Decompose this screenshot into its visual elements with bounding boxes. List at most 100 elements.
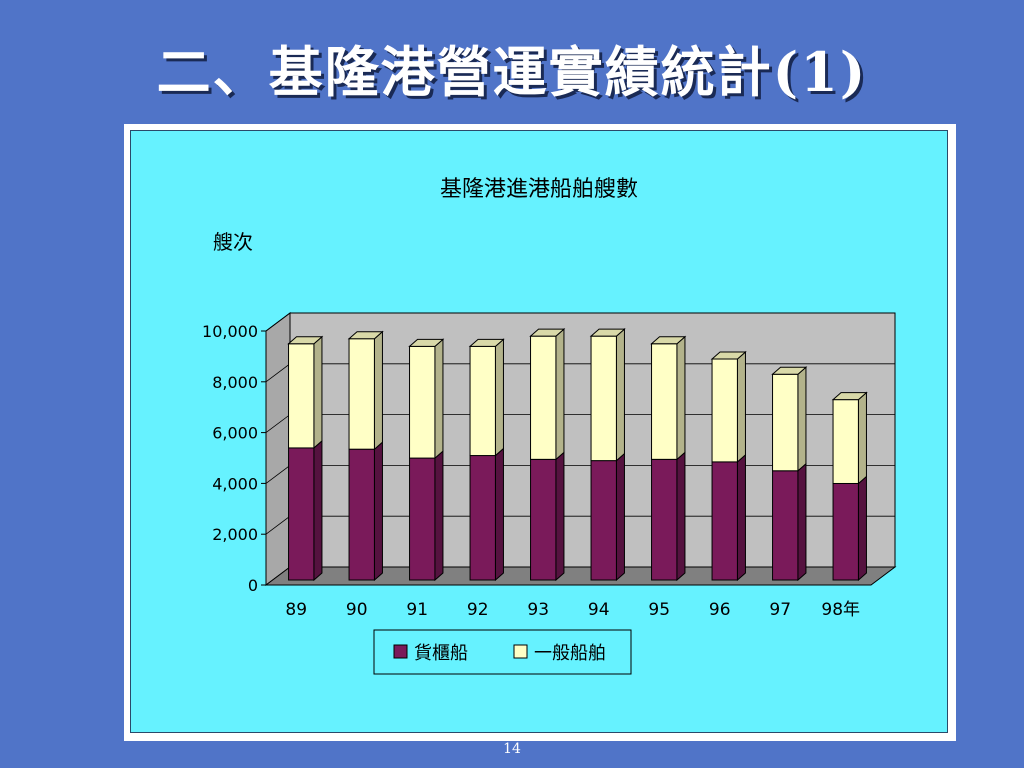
bar-segment xyxy=(469,447,504,582)
y-tick-label: 6,000 xyxy=(212,424,258,443)
x-tick-label: 95 xyxy=(648,600,670,620)
bar-top xyxy=(589,328,626,337)
bar-front xyxy=(711,358,738,463)
bar-side xyxy=(313,439,323,582)
bar-segment xyxy=(710,350,747,463)
bar-top xyxy=(287,336,324,345)
bar-front xyxy=(651,458,678,581)
bar-top xyxy=(408,338,445,347)
bar-top xyxy=(468,338,505,347)
bar-front xyxy=(711,461,738,581)
slide-title: 二、基隆港營運實績統計(1) xyxy=(156,40,868,104)
bar-side xyxy=(676,451,686,582)
bar-segment xyxy=(287,335,324,450)
y-tick-label: 10,000 xyxy=(202,322,258,341)
bar-segment xyxy=(590,452,625,582)
x-tick-label: 91 xyxy=(406,600,428,620)
bar-side xyxy=(857,475,867,582)
bar-side xyxy=(555,451,565,582)
bar-segment xyxy=(831,391,868,485)
bar-segment xyxy=(651,451,686,582)
bar-side xyxy=(676,335,686,461)
bar-segment xyxy=(409,449,444,582)
bar-top xyxy=(831,392,868,401)
bar-front xyxy=(348,338,375,450)
bar-front xyxy=(772,373,799,472)
bar-front xyxy=(530,458,557,581)
bar-side xyxy=(555,328,565,461)
bar-side xyxy=(615,328,625,462)
legend-swatch xyxy=(513,644,528,659)
plot-side-wall xyxy=(265,312,291,586)
bar-front xyxy=(409,345,436,459)
bar-side xyxy=(494,338,504,457)
bar-segment xyxy=(288,439,323,582)
bar-segment xyxy=(772,462,807,582)
bar-side xyxy=(736,453,746,582)
bar-side xyxy=(434,338,444,460)
bar-segment xyxy=(468,338,505,457)
bar-front xyxy=(469,455,496,581)
bar-front xyxy=(832,399,859,484)
legend-label: 貨櫃船 xyxy=(414,643,468,664)
bar-segment xyxy=(711,453,746,582)
bar-side xyxy=(434,449,444,582)
bar-segment xyxy=(650,335,687,461)
bar-segment xyxy=(771,366,808,472)
bar-front xyxy=(832,482,859,581)
bar-side xyxy=(373,441,383,582)
bar-front xyxy=(590,460,617,581)
y-tick-label: 2,000 xyxy=(212,525,258,544)
chart-area: 基隆港進港船舶艘數 艘次 0 2,000 4,000 6,000 8,000 10,000… xyxy=(130,130,948,733)
y-tick-label: 0 xyxy=(248,576,258,595)
bar-segment xyxy=(530,451,565,582)
y-tick-label: 4,000 xyxy=(212,474,258,493)
x-tick-label: 89 xyxy=(285,600,307,620)
bar-front xyxy=(288,343,315,449)
bar-top xyxy=(529,328,566,337)
bar-segment xyxy=(529,328,566,461)
bar-top xyxy=(347,331,384,340)
gridline xyxy=(265,312,895,332)
bar-front xyxy=(651,343,678,460)
bar-front xyxy=(409,457,436,581)
bar-front xyxy=(590,335,617,462)
bar-front xyxy=(772,470,799,581)
bar-front xyxy=(530,335,557,460)
x-tick-label: 90 xyxy=(346,600,368,620)
legend-label: 一般船舶 xyxy=(534,643,606,664)
bar-segment xyxy=(347,330,384,451)
bar-segment xyxy=(348,441,383,582)
chart-frame: 基隆港進港船舶艘數 艘次 0 2,000 4,000 6,000 8,000 10,000… xyxy=(124,124,956,741)
x-tick-label: 97 xyxy=(769,600,791,620)
y-axis-label: 艘次 xyxy=(213,230,253,254)
legend-swatch xyxy=(393,644,408,659)
x-tick-label: 98年 xyxy=(821,600,860,620)
plot-layer: 0 2,000 4,000 6,000 8,000 10,000 89 90 91 92 93 94 9… xyxy=(202,312,897,620)
x-tick-label: 93 xyxy=(527,600,549,620)
x-tick-label: 92 xyxy=(467,600,489,620)
bar-front xyxy=(288,447,315,581)
x-tick-label: 94 xyxy=(588,600,610,620)
bar-segment xyxy=(589,328,626,462)
legend: 貨櫃船 一般船舶 xyxy=(373,629,632,675)
bar-side xyxy=(736,350,746,463)
bar-front xyxy=(348,448,375,581)
bar-side xyxy=(615,452,625,582)
bar-segment xyxy=(408,338,445,460)
stacked-bar-chart: 基隆港進港船舶艘數 艘次 0 2,000 4,000 6,000 8,000 10,000… xyxy=(202,177,897,675)
bar-side xyxy=(373,330,383,451)
bar-segment xyxy=(832,475,867,582)
bar-side xyxy=(494,447,504,582)
page-number: 14 xyxy=(503,741,521,757)
bar-side xyxy=(797,462,807,582)
bar-top xyxy=(771,366,808,375)
x-tick-label: 96 xyxy=(709,600,731,620)
bar-side xyxy=(797,366,807,472)
y-tick-label: 8,000 xyxy=(212,373,258,392)
bar-side xyxy=(313,335,323,450)
bar-top xyxy=(650,336,687,345)
legend-box xyxy=(373,629,632,675)
chart-title: 基隆港進港船舶艘數 xyxy=(440,177,638,202)
bar-front xyxy=(469,345,496,457)
